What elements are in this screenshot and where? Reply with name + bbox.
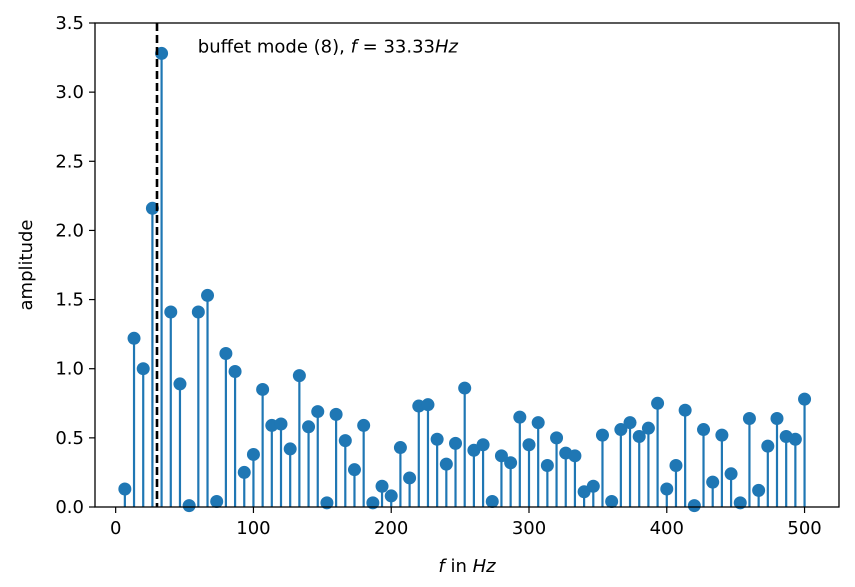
stem-marker	[476, 438, 490, 452]
stem-marker	[724, 467, 738, 481]
x-tick-label: 100	[236, 518, 270, 539]
stem-marker	[228, 364, 242, 378]
y-axis: 0.0 0.5 1.0 1.5 2.0 2.5 3.0 3.5	[55, 13, 95, 518]
stem-marker	[761, 439, 775, 453]
stem-marker	[155, 46, 169, 60]
y-tick-label: 2.5	[55, 151, 84, 172]
x-tick-label: 400	[650, 518, 684, 539]
stem-marker	[237, 465, 251, 479]
x-axis: 0 100 200 300 400 500	[110, 507, 822, 539]
stem-marker	[595, 428, 609, 442]
stem-marker	[770, 411, 784, 425]
stem-series	[118, 46, 812, 513]
stem-marker	[439, 457, 453, 471]
stem-marker	[531, 416, 545, 430]
stem-marker	[669, 459, 683, 473]
y-tick-label: 1.0	[55, 359, 84, 380]
annotation-label: buffet mode (8), f = 33.33Hz	[198, 36, 459, 57]
stem-marker	[651, 396, 665, 410]
stem-marker	[421, 398, 435, 412]
x-tick-label: 500	[787, 518, 821, 539]
stem-marker	[605, 494, 619, 508]
y-axis-label: amplitude	[16, 220, 37, 311]
stem-marker	[522, 438, 536, 452]
stem-marker	[504, 456, 518, 470]
stem-marker	[788, 432, 802, 446]
plot-frame	[94, 22, 840, 508]
stem-marker	[641, 421, 655, 435]
stem-marker	[173, 377, 187, 391]
stem-marker	[366, 496, 380, 510]
stem-marker	[375, 479, 389, 493]
stem-marker	[357, 418, 371, 432]
stem-marker	[430, 432, 444, 446]
stem-marker	[697, 423, 711, 437]
stem-marker	[715, 428, 729, 442]
x-tick-label: 200	[374, 518, 408, 539]
stem-marker	[302, 420, 316, 434]
y-tick-label: 1.5	[55, 290, 84, 311]
stem-marker	[678, 403, 692, 417]
stem-marker	[586, 479, 600, 493]
stem-marker	[283, 442, 297, 456]
stem-marker	[513, 410, 527, 424]
stem-marker	[632, 429, 646, 443]
stem-marker	[127, 331, 141, 345]
stem-marker	[347, 463, 361, 477]
x-tick-label: 0	[110, 518, 121, 539]
stem-marker	[449, 436, 463, 450]
stem-marker	[201, 288, 215, 302]
stem-marker	[614, 423, 628, 437]
x-tick-label: 300	[512, 518, 546, 539]
stem-marker	[798, 392, 812, 406]
stem-marker	[742, 411, 756, 425]
stem-marker	[403, 471, 417, 485]
stem-marker	[485, 494, 499, 508]
stem-marker	[660, 482, 674, 496]
stem-marker	[274, 417, 288, 431]
stem-marker	[623, 416, 637, 430]
stem-marker	[118, 482, 132, 496]
stem-marker	[458, 381, 472, 395]
stem-marker	[311, 405, 325, 419]
x-axis-label: f in Hz	[438, 556, 496, 577]
stem-marker	[292, 369, 306, 383]
stem-marker	[329, 407, 343, 421]
stem-marker	[733, 496, 747, 510]
stem-marker	[191, 305, 205, 319]
stem-marker	[338, 434, 352, 448]
stem-marker	[550, 431, 564, 445]
stem-marker	[540, 459, 554, 473]
stem-marker	[384, 489, 398, 503]
y-tick-label: 0.0	[55, 497, 84, 518]
stem-marker	[145, 201, 159, 215]
y-tick-label: 2.0	[55, 220, 84, 241]
stem-marker	[320, 496, 334, 510]
y-tick-label: 3.5	[55, 13, 84, 34]
stem-marker	[752, 483, 766, 497]
stem-marker	[136, 362, 150, 376]
stem-marker	[494, 449, 508, 463]
stem-marker	[568, 449, 582, 463]
stem-marker	[706, 475, 720, 489]
stem-marker	[246, 447, 260, 461]
stem-marker	[256, 382, 270, 396]
stem-marker	[687, 499, 701, 513]
stem-marker	[393, 441, 407, 455]
stem-marker	[182, 499, 196, 513]
stem-marker	[210, 494, 224, 508]
y-tick-label: 0.5	[55, 428, 84, 449]
y-tick-label: 3.0	[55, 82, 84, 103]
stem-marker	[164, 305, 178, 319]
stem-marker	[219, 347, 233, 361]
